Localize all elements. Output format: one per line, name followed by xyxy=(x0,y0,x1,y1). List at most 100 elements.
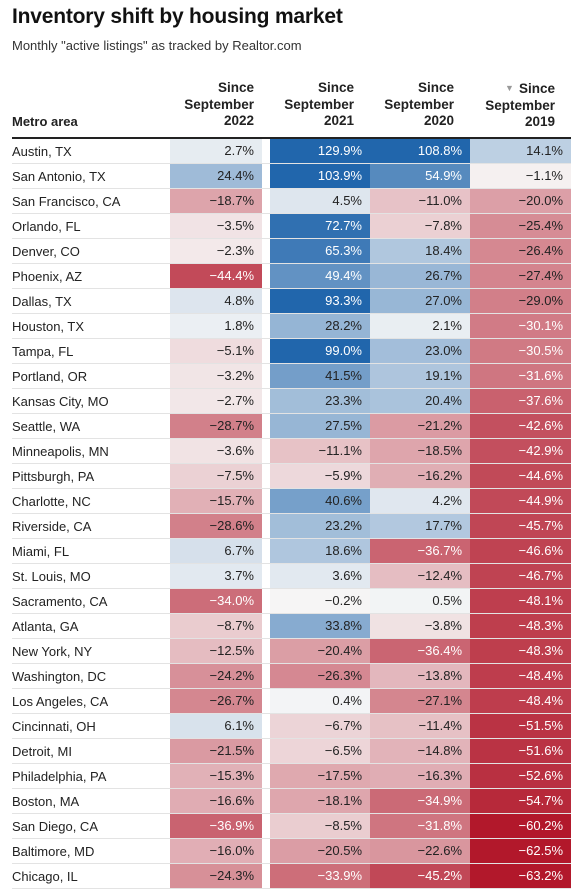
heatmap-cell-2022: −3.2% xyxy=(170,364,262,388)
column-header-2021-line1: Since xyxy=(317,80,354,95)
row-divider xyxy=(12,538,571,539)
row-divider xyxy=(12,888,571,889)
row-divider xyxy=(12,238,571,239)
heatmap-cell-2019: −46.7% xyxy=(470,564,571,588)
row-divider xyxy=(12,563,571,564)
heatmap-cell-2019: −48.3% xyxy=(470,639,571,663)
heatmap-cell-2021: 28.2% xyxy=(270,314,370,338)
heatmap-cell-2022: −24.3% xyxy=(170,864,262,888)
metro-name: Tampa, FL xyxy=(12,344,74,359)
heatmap-cell-2019: −31.6% xyxy=(470,364,571,388)
metro-name: Houston, TX xyxy=(12,319,85,334)
column-header-2021-line2: September xyxy=(284,96,354,112)
heatmap-cell-2020: −12.4% xyxy=(370,564,470,588)
heatmap-cell-2020: 18.4% xyxy=(370,239,470,263)
heatmap-cell-2021: 33.8% xyxy=(270,614,370,638)
metro-name: Austin, TX xyxy=(12,144,72,159)
heatmap-cell-2020: −36.4% xyxy=(370,639,470,663)
heatmap-cell-2022: −24.2% xyxy=(170,664,262,688)
row-divider xyxy=(12,613,571,614)
metro-name: Denver, CO xyxy=(12,244,80,259)
heatmap-cell-2019: −27.4% xyxy=(470,264,571,288)
table-row: San Antonio, TX 24.4% 103.9% 54.9% −1.1% xyxy=(0,164,578,189)
heatmap-cell-2022: 6.1% xyxy=(170,714,262,738)
metro-name: Cincinnati, OH xyxy=(12,719,96,734)
metro-name: Philadelphia, PA xyxy=(12,769,107,784)
column-header-2020[interactable]: Since September 2020 xyxy=(376,80,454,130)
metro-name: Baltimore, MD xyxy=(12,844,95,859)
table-row: Chicago, IL −24.3% −33.9% −45.2% −63.2% xyxy=(0,864,578,889)
heatmap-cell-2019: −42.9% xyxy=(470,439,571,463)
column-header-2021[interactable]: Since September 2021 xyxy=(276,80,354,130)
table-row: Los Angeles, CA −26.7% 0.4% −27.1% −48.4% xyxy=(0,689,578,714)
heatmap-cell-2020: 26.7% xyxy=(370,264,470,288)
row-divider xyxy=(12,288,571,289)
heatmap-cell-2021: 40.6% xyxy=(270,489,370,513)
heatmap-cell-2022: −21.5% xyxy=(170,739,262,763)
table-row: Phoenix, AZ −44.4% 49.4% 26.7% −27.4% xyxy=(0,264,578,289)
column-header-2022-line2: September xyxy=(184,96,254,112)
heatmap-cell-2022: −16.0% xyxy=(170,839,262,863)
heatmap-cell-2020: −7.8% xyxy=(370,214,470,238)
heatmap-cell-2022: −28.6% xyxy=(170,514,262,538)
heatmap-cell-2022: 1.8% xyxy=(170,314,262,338)
heatmap-cell-2019: −62.5% xyxy=(470,839,571,863)
heatmap-cell-2022: −8.7% xyxy=(170,614,262,638)
table-row: Cincinnati, OH 6.1% −6.7% −11.4% −51.5% xyxy=(0,714,578,739)
heatmap-cell-2021: −18.1% xyxy=(270,789,370,813)
heatmap-cell-2022: −44.4% xyxy=(170,264,262,288)
heatmap-cell-2021: −20.4% xyxy=(270,639,370,663)
heatmap-cell-2021: 72.7% xyxy=(270,214,370,238)
heatmap-cell-2019: −51.5% xyxy=(470,714,571,738)
heatmap-cell-2021: 99.0% xyxy=(270,339,370,363)
table-row: Miami, FL 6.7% 18.6% −36.7% −46.6% xyxy=(0,539,578,564)
metro-name: Kansas City, MO xyxy=(12,394,109,409)
heatmap-cell-2020: −13.8% xyxy=(370,664,470,688)
column-header-2019[interactable]: ▼ Since September 2019 xyxy=(476,80,555,131)
heatmap-cell-2019: −51.6% xyxy=(470,739,571,763)
metro-name: Atlanta, GA xyxy=(12,619,79,634)
heatmap-cell-2019: −1.1% xyxy=(470,164,571,188)
column-header-2020-line3: 2020 xyxy=(423,113,454,128)
row-divider xyxy=(12,588,571,589)
table-row: Houston, TX 1.8% 28.2% 2.1% −30.1% xyxy=(0,314,578,339)
metro-name: San Francisco, CA xyxy=(12,194,121,209)
heatmap-cell-2021: −8.5% xyxy=(270,814,370,838)
heatmap-cell-2021: 23.2% xyxy=(270,514,370,538)
heatmap-cell-2022: −15.3% xyxy=(170,764,262,788)
heatmap-cell-2019: −30.1% xyxy=(470,314,571,338)
heatmap-cell-2021: 0.4% xyxy=(270,689,370,713)
metro-name: Chicago, IL xyxy=(12,869,78,884)
heatmap-cell-2022: −3.5% xyxy=(170,214,262,238)
heatmap-cell-2019: −48.3% xyxy=(470,614,571,638)
heatmap-cell-2021: 27.5% xyxy=(270,414,370,438)
heatmap-cell-2020: −14.8% xyxy=(370,739,470,763)
heatmap-cell-2022: 6.7% xyxy=(170,539,262,563)
metro-name: Washington, DC xyxy=(12,669,107,684)
heatmap-cell-2022: −3.6% xyxy=(170,439,262,463)
table-row: Portland, OR −3.2% 41.5% 19.1% −31.6% xyxy=(0,364,578,389)
row-divider xyxy=(12,263,571,264)
metro-name: Miami, FL xyxy=(12,544,70,559)
heatmap-cell-2022: −18.7% xyxy=(170,189,262,213)
table-row: Minneapolis, MN −3.6% −11.1% −18.5% −42.9% xyxy=(0,439,578,464)
row-divider xyxy=(12,513,571,514)
heatmap-cell-2019: −52.6% xyxy=(470,764,571,788)
row-divider xyxy=(12,488,571,489)
heatmap-cell-2020: −31.8% xyxy=(370,814,470,838)
heatmap-cell-2021: −0.2% xyxy=(270,589,370,613)
row-divider xyxy=(12,813,571,814)
heatmap-cell-2020: 23.0% xyxy=(370,339,470,363)
column-header-2022[interactable]: Since September 2022 xyxy=(176,80,254,130)
heatmap-cell-2019: −44.6% xyxy=(470,464,571,488)
table-row: San Francisco, CA −18.7% 4.5% −11.0% −20.0% xyxy=(0,189,578,214)
heatmap-cell-2021: 3.6% xyxy=(270,564,370,588)
heatmap-cell-2022: −15.7% xyxy=(170,489,262,513)
heatmap-cell-2020: 54.9% xyxy=(370,164,470,188)
metro-name: San Antonio, TX xyxy=(12,169,106,184)
heatmap-cell-2021: −33.9% xyxy=(270,864,370,888)
heatmap-cell-2020: −21.2% xyxy=(370,414,470,438)
triangle-down-icon: ▼ xyxy=(505,83,514,93)
heatmap-cell-2022: 4.8% xyxy=(170,289,262,313)
row-divider xyxy=(12,188,571,189)
